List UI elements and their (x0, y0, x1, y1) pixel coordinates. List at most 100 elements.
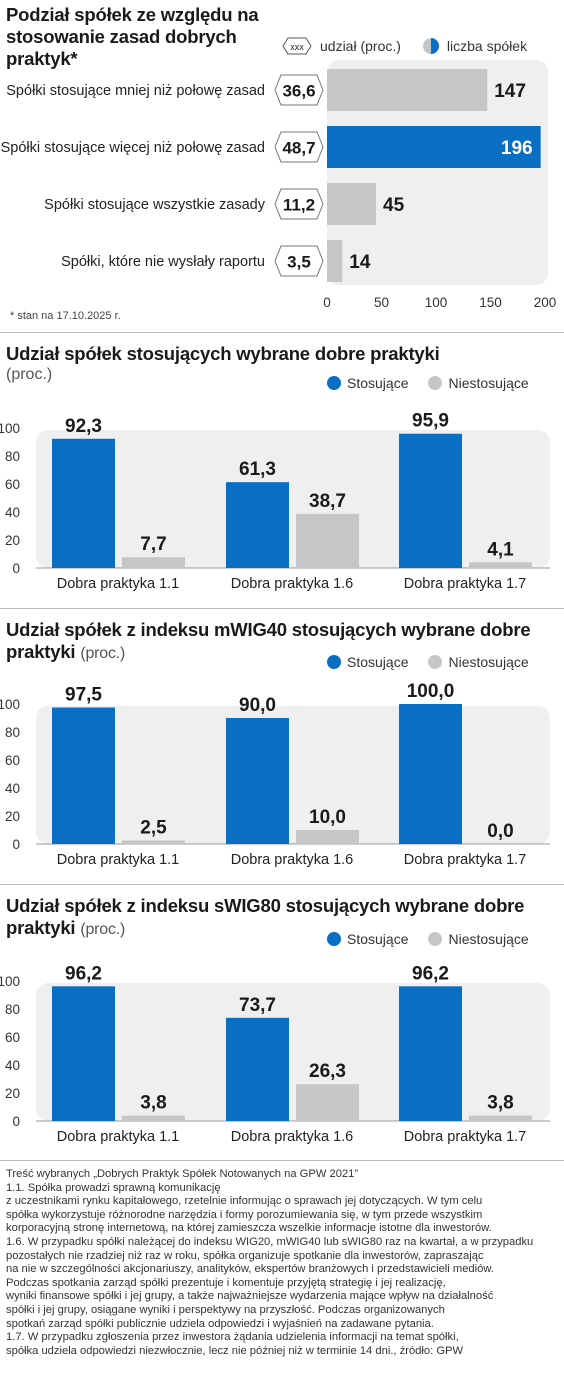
share-value-label: 48,7 (282, 139, 315, 158)
legend-blue-dot (327, 655, 341, 669)
footer-line: Podczas spotkania zarząd spółki prezentu… (6, 1276, 446, 1289)
bar (52, 986, 115, 1121)
y-tick-label: 100 (0, 421, 20, 436)
bar (122, 840, 185, 844)
chart1-title: Podział spółek ze względu na stosowanie … (6, 4, 259, 69)
y-tick-label: 0 (12, 837, 20, 852)
divider (0, 608, 564, 609)
legend-gray-dot (428, 932, 443, 946)
x-tick-label: 50 (374, 295, 389, 310)
share-marker (274, 74, 324, 106)
chart4-title: Udział spółek z indeksu sWIG80 stosujący… (6, 895, 525, 938)
chart3-legend: Stosujące Niestosujące (327, 654, 529, 670)
bar (226, 718, 289, 844)
category-label: Dobra praktyka 1.1 (57, 576, 180, 592)
x-tick-label: 100 (425, 295, 448, 310)
y-tick-label: 20 (5, 1086, 20, 1101)
footer-line: wyniki finansowe spółki i jej grupy, a t… (6, 1290, 494, 1303)
bar (52, 707, 115, 844)
bar-value-label: 3,8 (487, 1093, 513, 1114)
divider (0, 1160, 564, 1161)
legend-series2: Niestosujące (448, 654, 529, 670)
bar (226, 482, 289, 568)
x-tick-label: 0 (323, 295, 331, 310)
bar (296, 513, 359, 568)
bar-value-label: 196 (501, 138, 533, 159)
legend-count-label: liczba spółek (446, 38, 528, 54)
share-value-label: 36,6 (282, 82, 315, 101)
footer-line: 1.7. W przypadku zgłoszenia przez inwest… (6, 1331, 459, 1344)
legend-series1: Stosujące (347, 654, 409, 670)
bar-value-label: 45 (383, 195, 405, 216)
share-marker (274, 188, 324, 220)
y-tick-label: 60 (5, 477, 20, 492)
y-tick-label: 60 (5, 753, 20, 768)
category-label: Dobra praktyka 1.6 (231, 1129, 354, 1145)
footer-line: spotkań zarząd spółki publicznie udziela… (6, 1317, 434, 1330)
chart3-bars: 0 20 40 60 80 100 97,5 2,5 Dobra praktyka 1.1 90,… (0, 681, 550, 868)
footer-text: Treść wybranych „Dobrych Praktyk Spółek … (6, 1168, 558, 1358)
bar (296, 1084, 359, 1121)
footer-line: Treść wybranych „Dobrych Praktyk Spółek … (6, 1168, 359, 1180)
bar-value-label: 90,0 (239, 695, 276, 716)
bar-value-label: 96,2 (65, 963, 102, 984)
bar (327, 240, 343, 282)
bar-value-label: 38,7 (309, 491, 346, 512)
legend-series1: Stosujące (347, 931, 409, 947)
footer-line: spółki i jej grupy, osiągane wyniki i pe… (6, 1303, 445, 1316)
y-tick-label: 40 (5, 505, 20, 520)
legend-series2: Niestosujące (448, 931, 529, 947)
bar-value-label: 147 (494, 81, 526, 102)
divider (0, 332, 564, 333)
chart2-unit: (proc.) (6, 366, 53, 383)
category-label: Dobra praktyka 1.6 (231, 852, 354, 868)
chart4-legend: Stosujące Niestosujące (327, 931, 529, 947)
legend-gray-dot (428, 655, 443, 669)
share-marker (274, 245, 324, 277)
bar (469, 562, 532, 568)
bar (327, 126, 541, 168)
bar-value-label: 97,5 (65, 685, 102, 706)
category-label: Spółki stosujące więcej niż połowę zasad (1, 140, 265, 156)
bar (399, 704, 462, 844)
bar-value-label: 4,1 (487, 539, 514, 560)
chart2-bars: 0 20 40 60 80 100 92,3 7,7 Dobra praktyka 1.1 61,… (0, 411, 550, 592)
footer-line: z uczestnikami rynku kapitałowego, rzete… (6, 1195, 483, 1208)
legend-gray-dot (428, 376, 443, 390)
bar-value-label: 95,9 (412, 411, 449, 432)
bar-value-label: 96,2 (412, 963, 449, 984)
bar (469, 1115, 532, 1121)
y-tick-label: 40 (5, 1058, 20, 1073)
y-tick-label: 80 (5, 449, 20, 464)
legend-blue-dot (327, 376, 341, 390)
legend-series2: Niestosujące (448, 375, 529, 391)
footer-line: spółka wykorzystuje różnorodne narzędzia… (6, 1208, 483, 1221)
legend-share-label: udział (proc.) (320, 38, 401, 54)
chart2-legend: Stosujące Niestosujące (327, 375, 529, 391)
share-marker (274, 131, 324, 163)
category-label: Dobra praktyka 1.7 (404, 1129, 527, 1145)
y-tick-label: 100 (0, 697, 20, 712)
bar-value-label: 26,3 (309, 1061, 346, 1082)
plot-background (327, 60, 548, 285)
bar-value-label: 0,0 (487, 821, 513, 842)
y-tick-label: 20 (5, 809, 20, 824)
bar (296, 830, 359, 844)
bar (122, 557, 185, 568)
svg-text:xxx: xxx (290, 42, 304, 52)
chart4-bars: 0 20 40 60 80 100 96,2 3,8 Dobra praktyka 1.1 73,… (0, 963, 550, 1145)
x-tick-label: 150 (479, 295, 502, 310)
bar (122, 1115, 185, 1121)
chart1-footnote: * stan na 17.10.2025 r. (10, 310, 121, 322)
chart2-title: Udział spółek stosujących wybrane dobre … (6, 343, 440, 364)
legend-series1: Stosujące (347, 375, 409, 391)
footer-line: na nie w szczególności akcjonariuszy, an… (6, 1263, 494, 1276)
category-label: Spółki stosujące wszystkie zasady (44, 197, 266, 213)
x-tick-label: 200 (534, 295, 557, 310)
bar (226, 1017, 289, 1121)
bar-value-label: 92,3 (65, 416, 102, 437)
category-label: Dobra praktyka 1.7 (404, 852, 527, 868)
chart1-legend: xxx udział (proc.) liczba spółek (282, 37, 527, 55)
bar (399, 986, 462, 1121)
legend-blue-dot (327, 932, 341, 946)
